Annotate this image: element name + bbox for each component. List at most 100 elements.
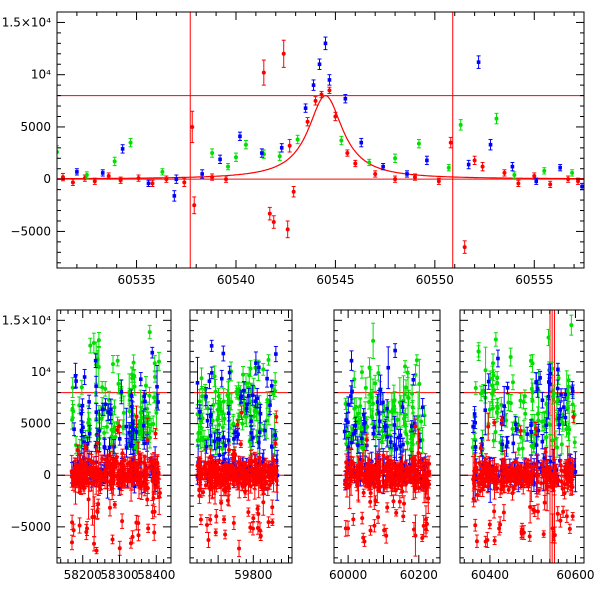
data-point-red bbox=[92, 177, 97, 185]
data-point-blue bbox=[540, 391, 545, 409]
data-point-red bbox=[552, 466, 557, 496]
data-point-red bbox=[146, 458, 151, 477]
data-point-red bbox=[473, 518, 478, 532]
data-point-green bbox=[110, 354, 115, 374]
data-point-red bbox=[372, 519, 377, 533]
data-point-blue bbox=[558, 164, 563, 172]
data-point-green bbox=[530, 354, 535, 373]
data-point-green bbox=[160, 168, 165, 176]
data-point-red bbox=[291, 185, 296, 198]
data-point-red bbox=[548, 180, 553, 189]
data-point-red bbox=[472, 155, 477, 166]
segment-frame bbox=[56, 309, 172, 564]
data-point-blue bbox=[580, 182, 584, 191]
data-point-red bbox=[273, 470, 278, 480]
data-point-red bbox=[566, 175, 571, 183]
data-point-red bbox=[502, 169, 507, 177]
data-point-blue bbox=[412, 415, 417, 432]
data-point-blue bbox=[209, 366, 214, 380]
data-point-red bbox=[427, 480, 432, 489]
data-point-blue bbox=[142, 437, 147, 450]
data-point-red bbox=[361, 488, 366, 497]
data-point-red bbox=[411, 457, 416, 481]
data-point-green bbox=[77, 396, 82, 415]
data-point-red bbox=[198, 514, 203, 526]
data-point-red bbox=[70, 514, 75, 531]
data-point-red bbox=[76, 475, 81, 493]
x-tick-label: 60200 bbox=[400, 568, 438, 582]
data-point-blue bbox=[223, 438, 228, 454]
data-point-green bbox=[494, 112, 499, 125]
data-point-red bbox=[222, 515, 227, 524]
data-point-red bbox=[237, 539, 242, 558]
data-point-red bbox=[396, 466, 401, 481]
data-point-red bbox=[120, 448, 125, 458]
data-point-red bbox=[413, 418, 418, 435]
data-point-red bbox=[131, 456, 136, 474]
data-point-blue bbox=[538, 370, 543, 385]
data-point-blue bbox=[546, 373, 551, 420]
data-point-blue bbox=[195, 356, 200, 409]
data-point-green bbox=[570, 169, 575, 177]
data-point-green bbox=[103, 381, 108, 397]
data-point-blue bbox=[200, 169, 205, 179]
data-point-green bbox=[153, 371, 158, 383]
data-point-blue bbox=[424, 155, 429, 166]
data-point-red bbox=[525, 473, 530, 484]
data-point-green bbox=[553, 430, 558, 447]
data-point-red bbox=[534, 422, 539, 435]
data-point-blue bbox=[197, 404, 202, 420]
data-point-red bbox=[555, 472, 560, 487]
data-point-red bbox=[539, 476, 544, 490]
data-point-blue bbox=[483, 385, 488, 436]
data-point-red bbox=[118, 176, 123, 184]
data-point-blue bbox=[253, 351, 258, 375]
data-point-red bbox=[448, 136, 453, 149]
data-point-green bbox=[86, 412, 91, 427]
data-point-green bbox=[152, 355, 157, 372]
data-point-red bbox=[134, 405, 139, 428]
data-point-green bbox=[156, 351, 161, 372]
data-point-red bbox=[259, 470, 264, 481]
data-point-green bbox=[138, 406, 143, 435]
segment-plot-area bbox=[334, 322, 440, 557]
data-point-red bbox=[560, 481, 565, 497]
data-point-blue bbox=[342, 423, 347, 440]
data-point-green bbox=[71, 403, 76, 419]
x-tick-label: 60600 bbox=[556, 568, 594, 582]
data-point-red bbox=[364, 466, 369, 485]
data-point-red bbox=[471, 490, 476, 508]
data-point-red bbox=[143, 476, 148, 491]
data-point-red bbox=[384, 527, 389, 544]
data-point-blue bbox=[346, 396, 351, 413]
data-point-green bbox=[210, 148, 215, 158]
data-point-red bbox=[77, 450, 82, 487]
y-tick-label: 1.5×10⁴ bbox=[2, 313, 51, 327]
data-point-blue bbox=[268, 395, 273, 416]
data-point-blue bbox=[351, 424, 356, 444]
data-point-blue bbox=[119, 379, 124, 405]
data-point-red bbox=[382, 524, 387, 537]
data-point-red bbox=[526, 460, 531, 469]
data-point-red bbox=[203, 448, 208, 478]
data-point-green bbox=[491, 353, 496, 374]
data-point-green bbox=[225, 389, 230, 402]
data-point-red bbox=[238, 440, 243, 448]
series-green bbox=[470, 314, 577, 459]
data-point-red bbox=[208, 481, 213, 497]
data-point-blue bbox=[349, 350, 354, 371]
data-point-green bbox=[243, 140, 248, 150]
data-point-blue bbox=[303, 103, 308, 113]
data-point-red bbox=[129, 463, 134, 491]
data-point-blue bbox=[377, 414, 382, 429]
data-point-green bbox=[261, 363, 266, 376]
data-point-red bbox=[114, 456, 119, 466]
data-point-green bbox=[481, 384, 486, 398]
data-point-red bbox=[486, 412, 491, 441]
data-point-green bbox=[499, 396, 504, 413]
data-point-red bbox=[148, 456, 153, 466]
data-point-blue bbox=[500, 436, 505, 453]
x-tick-label: 60545 bbox=[316, 273, 354, 287]
data-point-red bbox=[112, 501, 117, 509]
